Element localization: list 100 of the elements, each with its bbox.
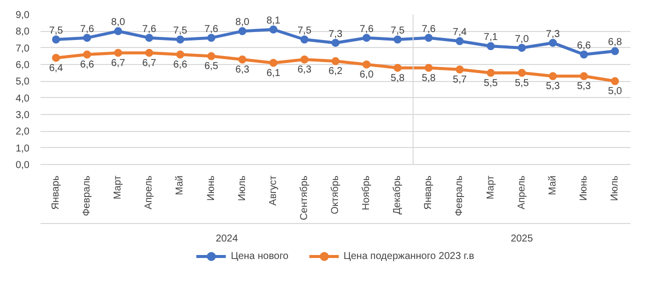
data-label: 7,3 xyxy=(546,28,560,40)
data-label: 5,8 xyxy=(390,72,405,84)
data-label: 5,0 xyxy=(608,86,622,98)
data-label: 6,3 xyxy=(297,64,312,76)
x-tick-label: Апрель xyxy=(144,176,155,210)
point xyxy=(114,27,122,36)
data-label: 6,7 xyxy=(142,58,157,69)
data-label: 5,3 xyxy=(576,81,592,92)
data-label: 7,5 xyxy=(297,26,312,36)
legend-label: Цена подержанного 2023 г.в xyxy=(343,250,474,262)
data-label: 6,6 xyxy=(576,40,592,52)
point xyxy=(145,34,154,42)
data-label: 6,5 xyxy=(204,61,219,72)
text: 2025 xyxy=(510,234,534,244)
data-label: 5,8 xyxy=(422,72,436,84)
data-label: 6,6 xyxy=(173,60,188,70)
x-tick-label: Март xyxy=(485,175,496,200)
point xyxy=(518,68,526,77)
point xyxy=(362,60,371,68)
data-label: 7,6 xyxy=(142,24,157,35)
point xyxy=(52,36,60,44)
x-tick-label: Март xyxy=(112,175,124,200)
x-tick-label: Ноябрь xyxy=(361,175,372,210)
point xyxy=(518,44,526,52)
point xyxy=(207,34,216,42)
point xyxy=(394,64,402,72)
data-label: 7,3 xyxy=(328,28,343,40)
data-label: 5,3 xyxy=(546,81,560,92)
point xyxy=(207,52,216,60)
point xyxy=(83,34,92,42)
data-label: 6,8 xyxy=(608,37,622,48)
data-label: 8,0 xyxy=(235,17,250,28)
point xyxy=(362,34,371,42)
point xyxy=(300,56,308,64)
data-label: 5,5 xyxy=(514,78,530,89)
x-tick-label: Февраль xyxy=(454,175,466,216)
x-tick-label: Сентябрь xyxy=(298,175,310,220)
y-tick-label: 1,0 xyxy=(16,143,30,154)
data-label: 7,6 xyxy=(422,24,436,35)
data-label: 6,7 xyxy=(111,58,126,69)
point xyxy=(300,36,308,44)
data-label: 7,5 xyxy=(173,26,188,36)
point xyxy=(332,57,340,66)
y-tick-label: 0,0 xyxy=(16,160,30,171)
y-tick-label: 9,0 xyxy=(16,10,30,21)
x-tick-label: Декабрь xyxy=(392,175,404,214)
point xyxy=(456,66,464,74)
data-label: 7,6 xyxy=(360,24,374,35)
y-tick-label: 6,0 xyxy=(16,60,30,71)
x-tick-label: Январь xyxy=(50,175,62,210)
x-tick-label: Август xyxy=(268,175,279,206)
x-tick-label: Апрель xyxy=(516,176,528,210)
x-tick-label: Май xyxy=(547,175,558,196)
legend-label: Цена нового xyxy=(230,250,288,262)
point xyxy=(238,27,246,36)
x-tick-label: Июнь xyxy=(206,176,217,201)
data-label: 6,2 xyxy=(328,66,343,78)
point xyxy=(332,38,340,47)
data-label: 7,6 xyxy=(80,24,94,35)
text: 2024 xyxy=(216,234,238,244)
point xyxy=(176,36,184,44)
point xyxy=(269,26,278,34)
data-label: 7,5 xyxy=(390,26,405,36)
data-label: 6,3 xyxy=(235,64,250,76)
data-label: 5,7 xyxy=(452,74,468,86)
data-label: 7,6 xyxy=(204,24,219,35)
point xyxy=(548,72,557,80)
point xyxy=(114,48,122,57)
point xyxy=(456,37,464,46)
point xyxy=(52,54,60,62)
y-tick-label: 7,0 xyxy=(16,43,30,54)
data-label: 7,0 xyxy=(514,34,530,45)
point xyxy=(486,68,495,77)
point xyxy=(610,77,619,86)
point xyxy=(269,58,278,67)
y-tick-label: 8,0 xyxy=(16,26,30,38)
point xyxy=(610,47,619,56)
x-tick-label: Октябрь xyxy=(330,175,341,214)
point xyxy=(83,50,92,58)
data-label: 7,1 xyxy=(484,32,498,44)
data-label: 8,0 xyxy=(111,17,126,28)
y-tick-label: 3,0 xyxy=(16,110,30,121)
data-label: 6,6 xyxy=(80,60,94,70)
point xyxy=(486,42,495,50)
x-tick-label: Июль xyxy=(609,175,620,202)
point xyxy=(145,48,154,57)
data-label: 6,4 xyxy=(49,62,64,74)
x-tick-label: Май xyxy=(174,175,186,196)
data-label: 6,1 xyxy=(266,68,281,79)
point xyxy=(394,36,402,44)
y-tick-label: 5,0 xyxy=(16,76,30,88)
point xyxy=(548,38,557,47)
point xyxy=(424,34,433,42)
data-label: 5,5 xyxy=(484,78,498,89)
y-tick-label: 4,0 xyxy=(16,93,30,104)
x-tick-label: Февраль xyxy=(82,175,93,216)
point xyxy=(176,50,184,58)
x-tick-label: Январь xyxy=(423,175,434,210)
data-label: 7,4 xyxy=(452,27,468,38)
data-label: 6,0 xyxy=(360,70,374,80)
